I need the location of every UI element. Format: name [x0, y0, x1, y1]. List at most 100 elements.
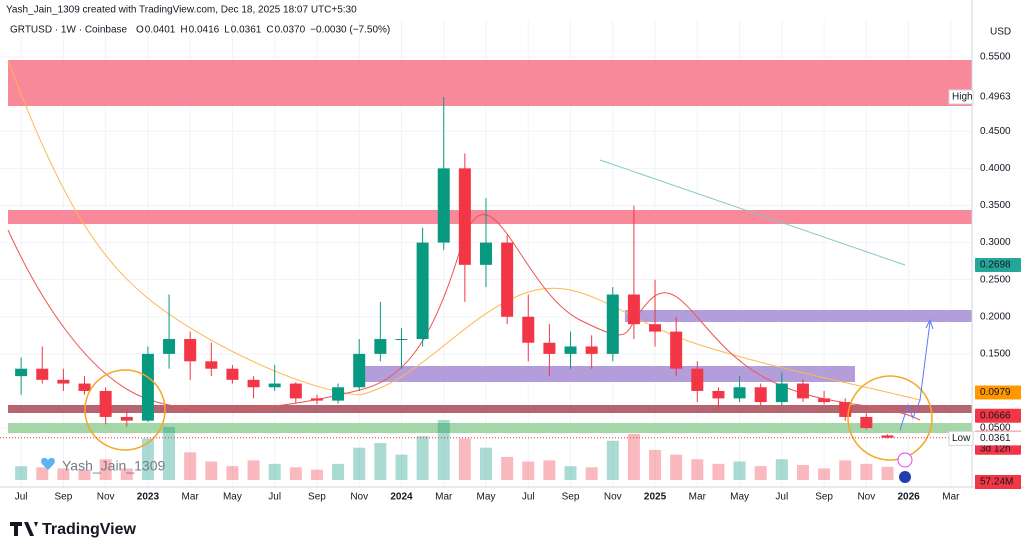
y-tick-label: 0.3000 — [980, 237, 1011, 248]
brand: TradingView — [42, 521, 137, 538]
x-tick-label: Nov — [857, 492, 875, 503]
candle-body — [141, 353, 154, 421]
axes: 0.5500 0.4500 0.4000 0.3500 0.3000 0.2500 0.20… — [0, 52, 1021, 503]
candle-body — [564, 346, 577, 354]
volume-bar — [437, 420, 450, 480]
candle-body — [226, 368, 239, 380]
ohlc-prefix: O — [136, 25, 144, 36]
candle-body — [184, 339, 197, 362]
candle-body — [522, 316, 535, 343]
candle-body — [543, 342, 556, 354]
x-tick-label: 2026 — [897, 492, 920, 503]
volume-bar — [543, 460, 556, 480]
x-tick-label: May — [477, 492, 496, 503]
purple-zone — [625, 310, 972, 322]
candle-body — [268, 383, 281, 388]
support-zone — [8, 423, 972, 433]
candle-body — [416, 242, 429, 340]
watermark-icon — [41, 457, 55, 470]
candle-body — [36, 368, 49, 380]
x-tick-label: May — [730, 492, 749, 503]
candle-body — [205, 361, 218, 369]
volume-bar — [120, 468, 133, 480]
moving-average — [599, 159, 906, 266]
price-tag-label: 0.0979 — [980, 387, 1011, 398]
projection-arrow — [899, 321, 931, 431]
volume-bar — [627, 433, 640, 480]
candle-body — [15, 368, 28, 377]
x-tick-label: Sep — [308, 492, 326, 503]
currency: USD — [990, 27, 1011, 38]
candle-body — [120, 416, 133, 421]
y-tick-label: 0.2500 — [980, 274, 1011, 285]
x-tick-label: Sep — [562, 492, 580, 503]
event-icon — [899, 471, 911, 483]
volume-tag — [975, 475, 1021, 489]
ohlc-value: 0.0401 — [145, 25, 176, 36]
ohlc-prefix: L — [224, 25, 230, 36]
volume-bar — [606, 440, 619, 480]
volume-bar — [163, 426, 176, 480]
volume-bar — [860, 463, 873, 480]
event-icon — [897, 452, 913, 468]
volume-tag-label: 57.24M — [980, 477, 1013, 488]
price-tag-label: 0.0666 — [980, 410, 1011, 421]
price-tag-label: 0.2698 — [980, 260, 1011, 271]
volume-bar — [458, 438, 471, 480]
x-tick-label: Mar — [182, 492, 200, 503]
moving-average — [7, 214, 921, 421]
candles — [15, 96, 894, 439]
candle-body — [374, 339, 387, 354]
x-tick-label: Mar — [689, 492, 707, 503]
candle-body — [712, 390, 725, 399]
candle-body — [310, 398, 323, 401]
volume-bar — [99, 459, 112, 480]
x-tick-label: Jul — [15, 492, 28, 503]
candle-body — [818, 398, 831, 403]
price-tag-sub: 3d 12h — [980, 443, 1011, 454]
price-tag — [975, 408, 1021, 423]
x-tick-label: Nov — [97, 492, 115, 503]
prefix-label: Low — [952, 433, 971, 444]
volume-bar — [184, 452, 197, 480]
prefix-label: High — [952, 92, 973, 103]
volume-bar — [564, 466, 577, 480]
price-tag-label: 0.4963 — [980, 92, 1011, 103]
volume-bar — [712, 463, 725, 480]
price-tag — [975, 257, 1021, 272]
volume-bar — [141, 438, 154, 480]
y-tick-label: 0.0500 — [980, 423, 1011, 434]
candle-body — [881, 435, 894, 438]
watermark: Yash_Jain_1309 — [62, 458, 165, 474]
volume-bar — [247, 460, 260, 480]
ohlc-legend: O 0.0401 H 0.0416 L 0.0361 C 0.0370 −0.0030 (−7.… — [136, 25, 390, 36]
price-tag — [975, 89, 1021, 104]
candle-body — [353, 353, 366, 388]
candle-body — [247, 379, 260, 388]
volume-bar — [78, 469, 91, 480]
volume-bar — [332, 463, 345, 480]
volume-bar — [226, 466, 239, 480]
volume-bar — [501, 456, 514, 480]
y-tick-label: 0.4000 — [980, 163, 1011, 174]
purple-zone — [360, 366, 855, 382]
candle-body — [627, 294, 640, 325]
candle-body — [733, 387, 746, 399]
candle-body — [57, 379, 70, 384]
volume-bar — [754, 466, 767, 480]
resistance-zone — [8, 210, 972, 224]
candle-body — [775, 383, 788, 403]
x-tick-label: Nov — [350, 492, 368, 503]
volume-bar — [881, 466, 894, 480]
volume-bar — [585, 467, 598, 480]
x-tick-label: Jul — [268, 492, 281, 503]
y-tick-label: 0.2000 — [980, 311, 1011, 322]
volume-bar — [310, 469, 323, 480]
x-tick-label: Mar — [435, 492, 453, 503]
support-band — [8, 405, 972, 413]
ohlc-prefix: H — [180, 25, 187, 36]
volume-bar — [289, 467, 302, 480]
x-tick-label: 2025 — [644, 492, 667, 503]
